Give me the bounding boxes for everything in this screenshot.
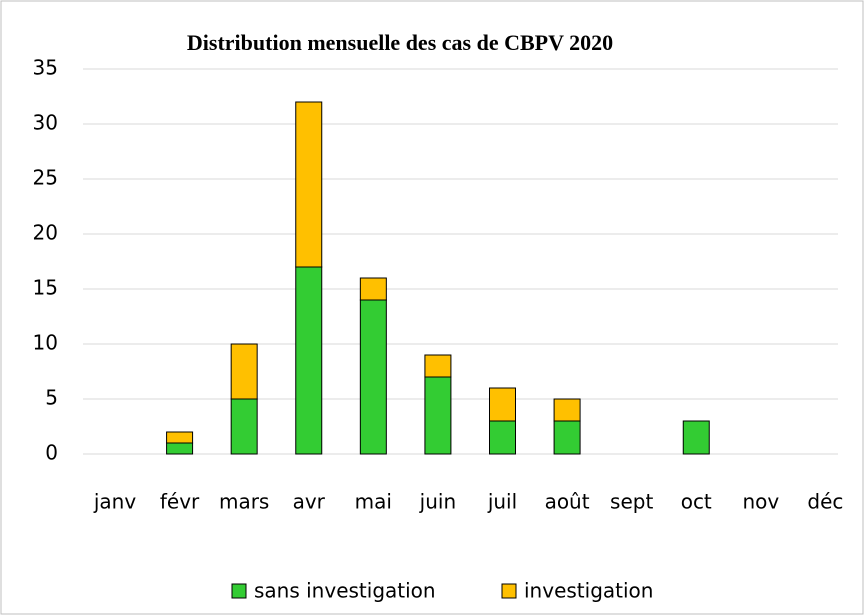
x-tick-label: sept [610, 490, 653, 514]
y-tick-label: 30 [33, 111, 58, 135]
bar-segment [295, 101, 323, 268]
bar-segment [295, 266, 323, 455]
bar-segment [359, 299, 387, 455]
bar-segment [553, 398, 581, 422]
x-tick-label: avr [293, 490, 326, 514]
y-tick-label: 0 [45, 441, 58, 465]
legend-swatch [231, 583, 247, 599]
y-tick-label: 5 [45, 386, 58, 410]
y-tick-label: 35 [33, 56, 58, 80]
y-tick-label: 15 [33, 276, 58, 300]
x-tick-label: oct [681, 490, 712, 514]
y-tick-label: 25 [33, 166, 58, 190]
bar-segment [489, 420, 516, 455]
chart-title: Distribution mensuelle des cas de CBPV 2… [187, 30, 613, 55]
y-tick-label: 10 [33, 331, 58, 355]
bar-segment [166, 431, 194, 444]
x-tick-label: juin [419, 490, 456, 514]
x-tick-label: mars [219, 490, 269, 514]
bar-segment [424, 376, 452, 455]
x-tick-label: déc [807, 490, 843, 514]
x-tick-label: août [545, 490, 590, 514]
x-tick-label: nov [742, 490, 779, 514]
legend-label: sans investigation [254, 579, 436, 603]
x-tick-label: janv [93, 490, 136, 514]
bar-segment [424, 354, 452, 378]
legend-swatch [501, 583, 517, 599]
x-tick-label: mai [355, 490, 392, 514]
x-tick-label: févr [160, 490, 200, 514]
bar-segment [682, 420, 710, 455]
bar-segment [553, 420, 581, 455]
bar-segment [489, 387, 516, 422]
x-tick-label: juil [487, 490, 517, 514]
bar-segment [166, 442, 194, 455]
bar-segment [230, 343, 258, 400]
y-tick-label: 20 [33, 221, 58, 245]
bar-segment [230, 398, 258, 455]
bar-segment [359, 277, 387, 301]
legend-label: investigation [524, 579, 653, 603]
